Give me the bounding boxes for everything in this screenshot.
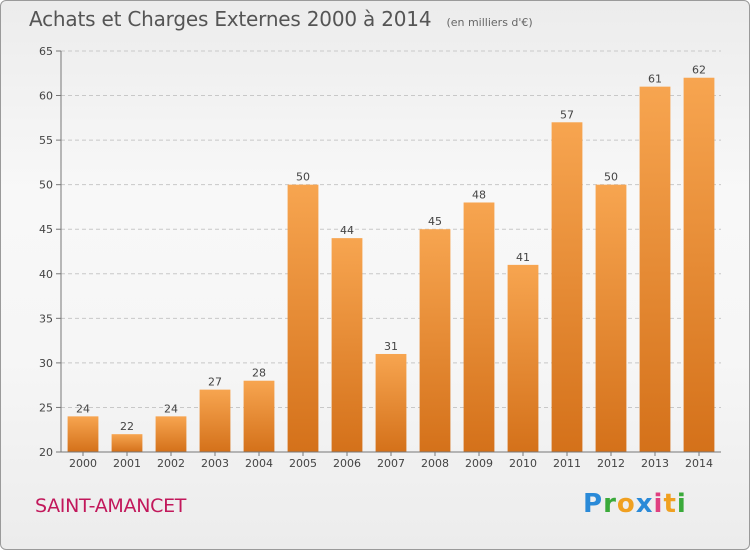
x-tick-label: 2006 bbox=[333, 457, 361, 470]
x-tick-label: 2003 bbox=[201, 457, 229, 470]
bar bbox=[331, 238, 363, 452]
y-tick-label: 20 bbox=[39, 446, 53, 459]
data-label: 28 bbox=[252, 367, 266, 380]
data-label: 41 bbox=[516, 251, 530, 264]
x-tick-label: 2012 bbox=[597, 457, 625, 470]
commune-name: SAINT-AMANCET bbox=[35, 495, 187, 517]
bar bbox=[375, 353, 407, 452]
bar bbox=[463, 202, 495, 452]
data-label: 50 bbox=[604, 171, 618, 184]
bar bbox=[287, 184, 319, 452]
data-label: 61 bbox=[648, 73, 662, 86]
bar bbox=[155, 416, 187, 452]
data-label: 57 bbox=[560, 108, 574, 121]
chart-subtitle: (en milliers d'€) bbox=[446, 16, 533, 29]
chart-title: Achats et Charges Externes 2000 à 2014 bbox=[29, 7, 432, 31]
data-label: 44 bbox=[340, 224, 354, 237]
bar bbox=[551, 122, 583, 453]
data-label: 24 bbox=[164, 402, 178, 415]
x-tick-label: 2008 bbox=[421, 457, 449, 470]
y-tick-label: 35 bbox=[39, 312, 53, 325]
y-tick-label: 50 bbox=[39, 179, 53, 192]
bar bbox=[111, 434, 143, 452]
y-tick-label: 45 bbox=[39, 223, 53, 236]
x-tick-label: 2001 bbox=[113, 457, 141, 470]
x-tick-label: 2011 bbox=[553, 457, 581, 470]
bar bbox=[199, 389, 231, 452]
data-label: 22 bbox=[120, 420, 134, 433]
data-label: 45 bbox=[428, 215, 442, 228]
y-tick-label: 55 bbox=[39, 134, 53, 147]
bar bbox=[507, 264, 539, 452]
x-tick-label: 2002 bbox=[157, 457, 185, 470]
bar bbox=[595, 184, 627, 452]
data-label: 27 bbox=[208, 376, 222, 389]
x-tick-label: 2010 bbox=[509, 457, 537, 470]
x-tick-label: 2004 bbox=[245, 457, 273, 470]
data-label: 50 bbox=[296, 171, 310, 184]
bar-layer: 24 22 24 27 28 50 44 31 45 48 41 57 50 61 62 bbox=[67, 64, 715, 453]
y-tick-label: 30 bbox=[39, 357, 53, 370]
y-tick-label: 65 bbox=[39, 45, 53, 58]
data-label: 31 bbox=[384, 340, 398, 353]
x-tick-label: 2000 bbox=[69, 457, 97, 470]
x-tick-label: 2007 bbox=[377, 457, 405, 470]
x-tick-label: 2013 bbox=[641, 457, 669, 470]
bar bbox=[639, 86, 671, 453]
y-tick-label: 40 bbox=[39, 268, 53, 281]
y-tick-label: 60 bbox=[39, 90, 53, 103]
axis-layer: 20 25 30 35 40 45 50 55 60 65 2000 2001 2002 2003 2004… bbox=[39, 45, 721, 470]
x-tick-label: 2014 bbox=[685, 457, 713, 470]
proxiti-logo: Proxiti bbox=[583, 489, 687, 519]
bar bbox=[243, 380, 275, 452]
x-tick-label: 2009 bbox=[465, 457, 493, 470]
x-tick-label: 2005 bbox=[289, 457, 317, 470]
data-label: 48 bbox=[472, 188, 486, 201]
y-tick-label: 25 bbox=[39, 401, 53, 414]
data-label: 62 bbox=[692, 64, 706, 77]
title-row: Achats et Charges Externes 2000 à 2014 (… bbox=[29, 7, 533, 31]
data-label: 24 bbox=[76, 402, 90, 415]
bar bbox=[67, 416, 99, 452]
bar bbox=[419, 229, 451, 452]
bar bbox=[683, 77, 715, 452]
